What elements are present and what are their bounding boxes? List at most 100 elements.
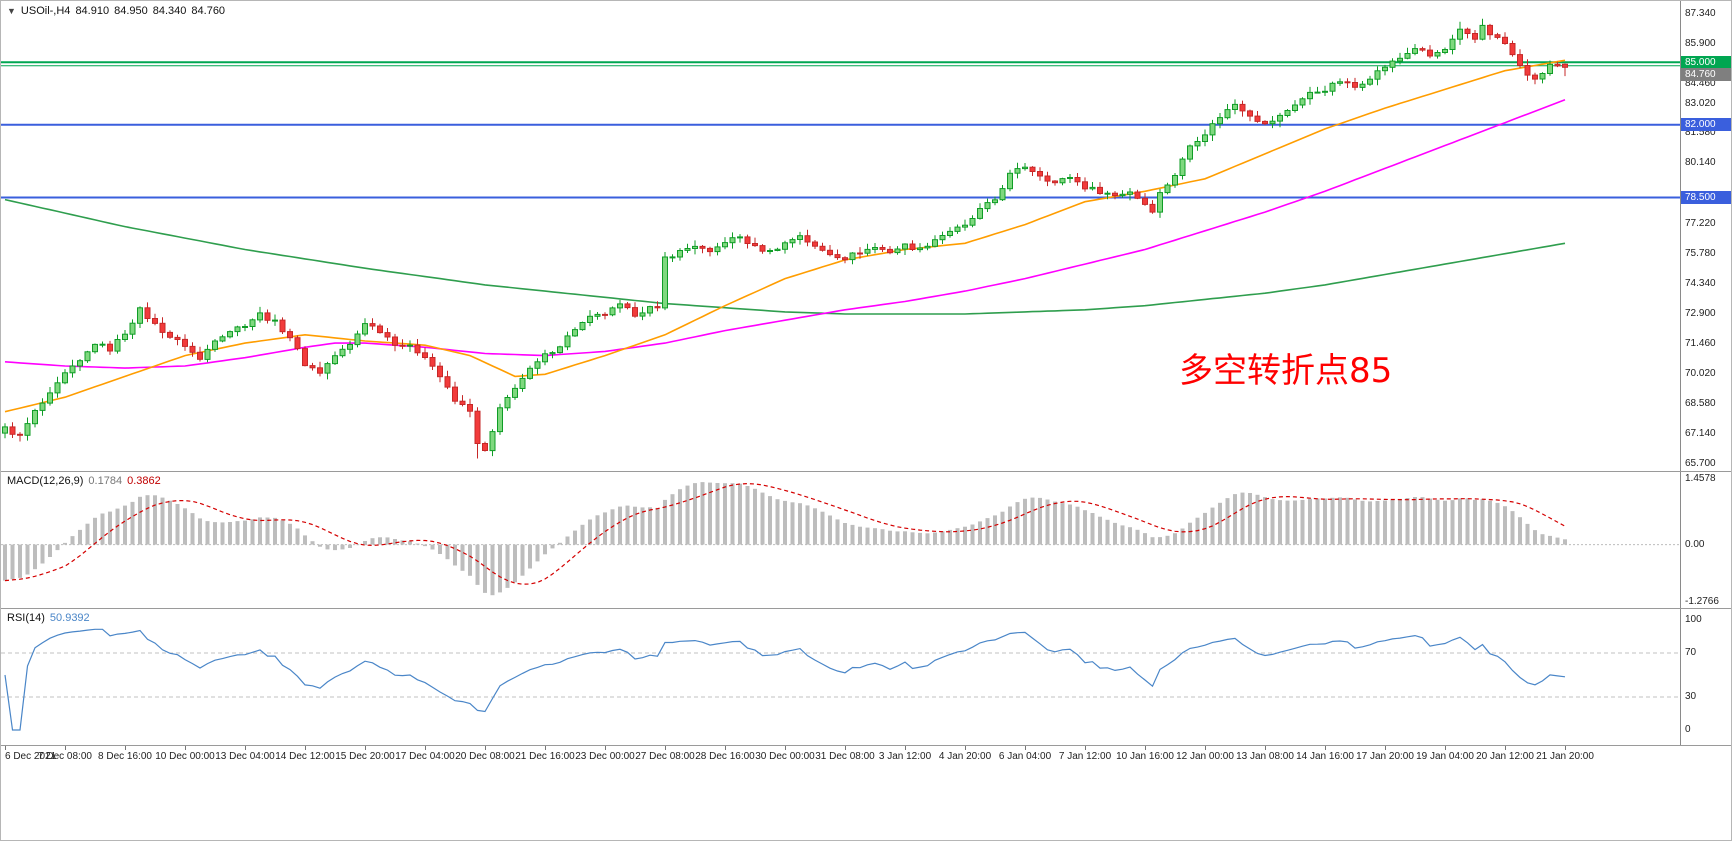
one-click-trading-icon[interactable]: ▼ — [7, 6, 16, 16]
time-axis-label: 21 Jan 20:00 — [1536, 751, 1594, 762]
time-tick — [905, 746, 906, 750]
time-axis-label: 20 Dec 08:00 — [455, 751, 515, 762]
macd-histogram — [3, 482, 1567, 596]
macd-label: MACD(12,26,9) 0.1784 0.3862 — [7, 475, 166, 487]
price-tick-label: 67.140 — [1685, 428, 1716, 439]
time-axis-label: 20 Jan 12:00 — [1476, 751, 1534, 762]
macd-scale[interactable]: 1.4578 0.00 -1.2766 — [1681, 472, 1731, 608]
time-axis-label: 7 Dec 08:00 — [38, 751, 92, 762]
pane-separator[interactable] — [1, 471, 1731, 472]
time-tick — [125, 746, 126, 750]
time-axis-label: 10 Dec 00:00 — [155, 751, 215, 762]
rsi-label: RSI(14) 50.9392 — [7, 612, 95, 624]
rsi-canvas[interactable] — [1, 609, 1681, 745]
price-tick-label: 80.140 — [1685, 157, 1716, 168]
price-scale-border — [1680, 1, 1681, 745]
time-tick — [1385, 746, 1386, 750]
price-tick-label: 65.700 — [1685, 458, 1716, 469]
price-tick-label: 71.460 — [1685, 338, 1716, 349]
time-tick — [965, 746, 966, 750]
time-tick — [1145, 746, 1146, 750]
time-tick — [365, 746, 366, 750]
time-tick — [1565, 746, 1566, 750]
time-axis-label: 4 Jan 20:00 — [938, 751, 992, 762]
macd-signal-value: 0.3862 — [127, 475, 161, 487]
time-tick — [245, 746, 246, 750]
ohlc-open: 84.910 — [75, 5, 110, 17]
time-tick — [425, 746, 426, 750]
pane-separator[interactable] — [1, 608, 1731, 609]
rsi-value: 50.9392 — [49, 612, 90, 624]
time-axis-label: 17 Dec 04:00 — [395, 751, 455, 762]
rsi-tick-label: 70 — [1685, 647, 1697, 658]
price-tick-label: 70.020 — [1685, 368, 1716, 379]
time-tick — [1325, 746, 1326, 750]
rsi-line — [4, 628, 1566, 731]
time-axis-label: 14 Dec 12:00 — [275, 751, 335, 762]
price-tick-label: 84.460 — [1685, 78, 1716, 89]
time-axis-label: 13 Dec 04:00 — [215, 751, 275, 762]
price-chart-canvas[interactable] — [1, 1, 1681, 471]
time-axis-label: 7 Jan 12:00 — [1058, 751, 1112, 762]
price-tick-label: 85.900 — [1685, 38, 1716, 49]
price-scale[interactable]: 87.340 85.900 84.460 83.020 81.580 80.140 77.2… — [1681, 1, 1731, 471]
price-badge-hline-85: 85.000 — [1681, 56, 1731, 69]
price-tick-label: 74.340 — [1685, 278, 1716, 289]
ohlc-close: 84.760 — [191, 5, 226, 17]
rsi-name: RSI(14) — [7, 612, 45, 624]
time-axis-label: 27 Dec 08:00 — [635, 751, 695, 762]
price-tick-label: 87.340 — [1685, 8, 1716, 19]
time-axis-label: 17 Jan 20:00 — [1356, 751, 1414, 762]
time-tick — [1205, 746, 1206, 750]
time-tick — [545, 746, 546, 750]
time-axis-label: 14 Jan 16:00 — [1296, 751, 1354, 762]
annotation-text: 多空转折点85 — [1179, 351, 1393, 391]
time-tick — [845, 746, 846, 750]
time-axis-label: 13 Jan 08:00 — [1236, 751, 1294, 762]
price-tick-label: 68.580 — [1685, 398, 1716, 409]
time-axis-label: 23 Dec 00:00 — [575, 751, 635, 762]
rsi-tick-label: 0 — [1685, 724, 1691, 735]
time-tick — [1505, 746, 1506, 750]
time-axis-label: 12 Jan 00:00 — [1176, 751, 1234, 762]
time-axis-label: 28 Dec 16:00 — [695, 751, 755, 762]
macd-tick-label: 0.00 — [1685, 539, 1705, 550]
price-tick-label: 75.780 — [1685, 248, 1716, 259]
time-tick — [5, 746, 6, 750]
macd-canvas[interactable] — [1, 472, 1681, 608]
time-axis-label: 10 Jan 16:00 — [1116, 751, 1174, 762]
time-axis-label: 6 Jan 04:00 — [998, 751, 1052, 762]
time-axis-label: 21 Dec 16:00 — [515, 751, 575, 762]
time-tick — [785, 746, 786, 750]
time-scale[interactable]: 6 Dec 2021 7 Dec 08:00 8 Dec 16:00 10 Dec 0… — [1, 746, 1731, 770]
moving-average-line — [4, 99, 1566, 369]
time-axis-label: 15 Dec 20:00 — [335, 751, 395, 762]
moving-average-line — [4, 198, 1566, 315]
time-axis-label: 8 Dec 16:00 — [98, 751, 152, 762]
time-axis-label: 19 Jan 04:00 — [1416, 751, 1474, 762]
time-axis-label: 30 Dec 00:00 — [755, 751, 815, 762]
rsi-scale[interactable]: 100 70 30 0 — [1681, 609, 1731, 745]
candles — [2, 18, 1568, 459]
symbol-timeframe-label: USOil-,H4 — [20, 5, 71, 17]
price-tick-label: 72.900 — [1685, 308, 1716, 319]
time-axis-label: 31 Dec 08:00 — [815, 751, 875, 762]
chart-title: ▼ USOil-,H4 84.910 84.950 84.340 84.760 — [7, 5, 230, 17]
pane-separator[interactable] — [1, 745, 1731, 746]
rsi-tick-label: 100 — [1685, 614, 1702, 625]
price-badge-hline-82: 82.000 — [1681, 118, 1731, 131]
time-tick — [485, 746, 486, 750]
time-tick — [1445, 746, 1446, 750]
macd-tick-label: -1.2766 — [1685, 596, 1719, 607]
price-tick-label: 83.020 — [1685, 98, 1716, 109]
price-tick-label: 77.220 — [1685, 218, 1716, 229]
price-badge-current-price: 84.760 — [1681, 68, 1731, 81]
time-tick — [185, 746, 186, 750]
ohlc-high: 84.950 — [114, 5, 148, 17]
price-badge-hline-78-5: 78.500 — [1681, 191, 1731, 204]
time-tick — [725, 746, 726, 750]
time-tick — [665, 746, 666, 750]
rsi-tick-label: 30 — [1685, 691, 1697, 702]
moving-average-line — [4, 59, 1566, 413]
